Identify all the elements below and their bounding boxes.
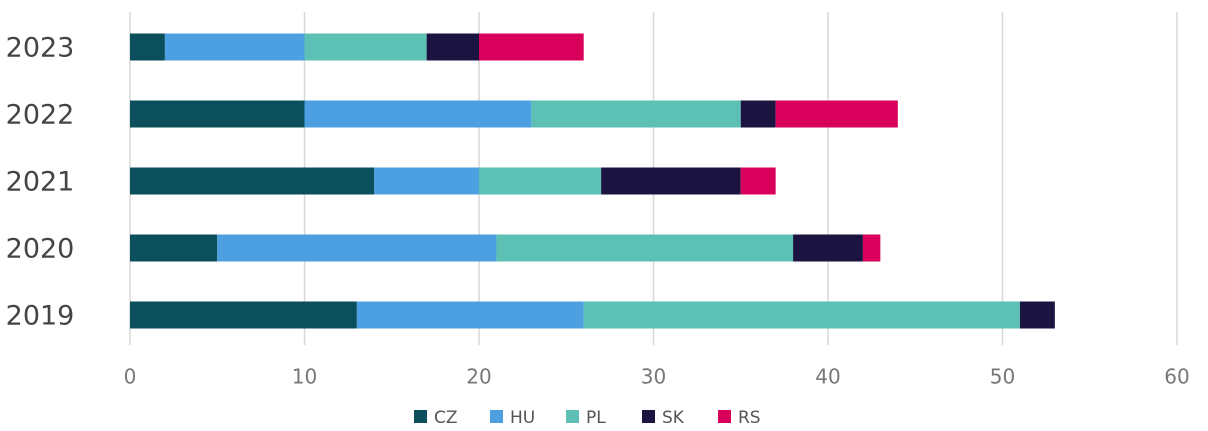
x-tick-label: 50 xyxy=(990,365,1015,389)
bar-segment xyxy=(531,100,741,128)
legend-label: HU xyxy=(510,408,535,428)
bar-segment xyxy=(130,301,357,329)
legend-label: RS xyxy=(738,408,761,428)
bar-segment xyxy=(740,100,776,128)
y-tick-label: 2019 xyxy=(6,301,75,332)
x-tick-label: 30 xyxy=(641,365,666,389)
bar-segment xyxy=(217,234,497,262)
bar-segment xyxy=(1019,301,1055,329)
legend-label: CZ xyxy=(434,408,458,428)
bar-segment xyxy=(426,33,479,61)
y-tick-label: 2020 xyxy=(6,234,75,265)
legend-label: SK xyxy=(662,408,685,428)
y-tick-label: 2021 xyxy=(6,167,75,198)
x-tick-label: 60 xyxy=(1164,365,1189,389)
bar-segment xyxy=(304,33,427,61)
bar-segment xyxy=(374,167,479,195)
bar-segment xyxy=(793,234,863,262)
x-tick-label: 20 xyxy=(466,365,491,389)
bar-segment xyxy=(583,301,1020,329)
legend-label: PL xyxy=(586,408,606,428)
bar-segment xyxy=(356,301,584,329)
bar-segment xyxy=(601,167,741,195)
bar-segment xyxy=(479,33,584,61)
y-tick-label: 2023 xyxy=(6,33,75,64)
bar-segment xyxy=(862,234,881,262)
bar-segment xyxy=(130,234,218,262)
bar-segment xyxy=(479,167,602,195)
legend-swatch xyxy=(414,410,427,423)
bar-segment xyxy=(130,33,165,61)
bar-segment xyxy=(304,100,532,128)
bar-segment xyxy=(130,167,375,195)
bar-segment xyxy=(496,234,794,262)
x-tick-label: 10 xyxy=(292,365,317,389)
legend-swatch xyxy=(642,410,655,423)
bar-segment xyxy=(164,33,305,61)
legend-swatch xyxy=(490,410,503,423)
bar-segment xyxy=(775,100,898,128)
legend-swatch xyxy=(718,410,731,423)
x-tick-label: 0 xyxy=(124,365,137,389)
bar-segment xyxy=(740,167,776,195)
legend-swatch xyxy=(566,410,579,423)
y-tick-label: 2022 xyxy=(6,100,75,131)
bar-segment xyxy=(130,100,305,128)
x-tick-label: 40 xyxy=(815,365,840,389)
